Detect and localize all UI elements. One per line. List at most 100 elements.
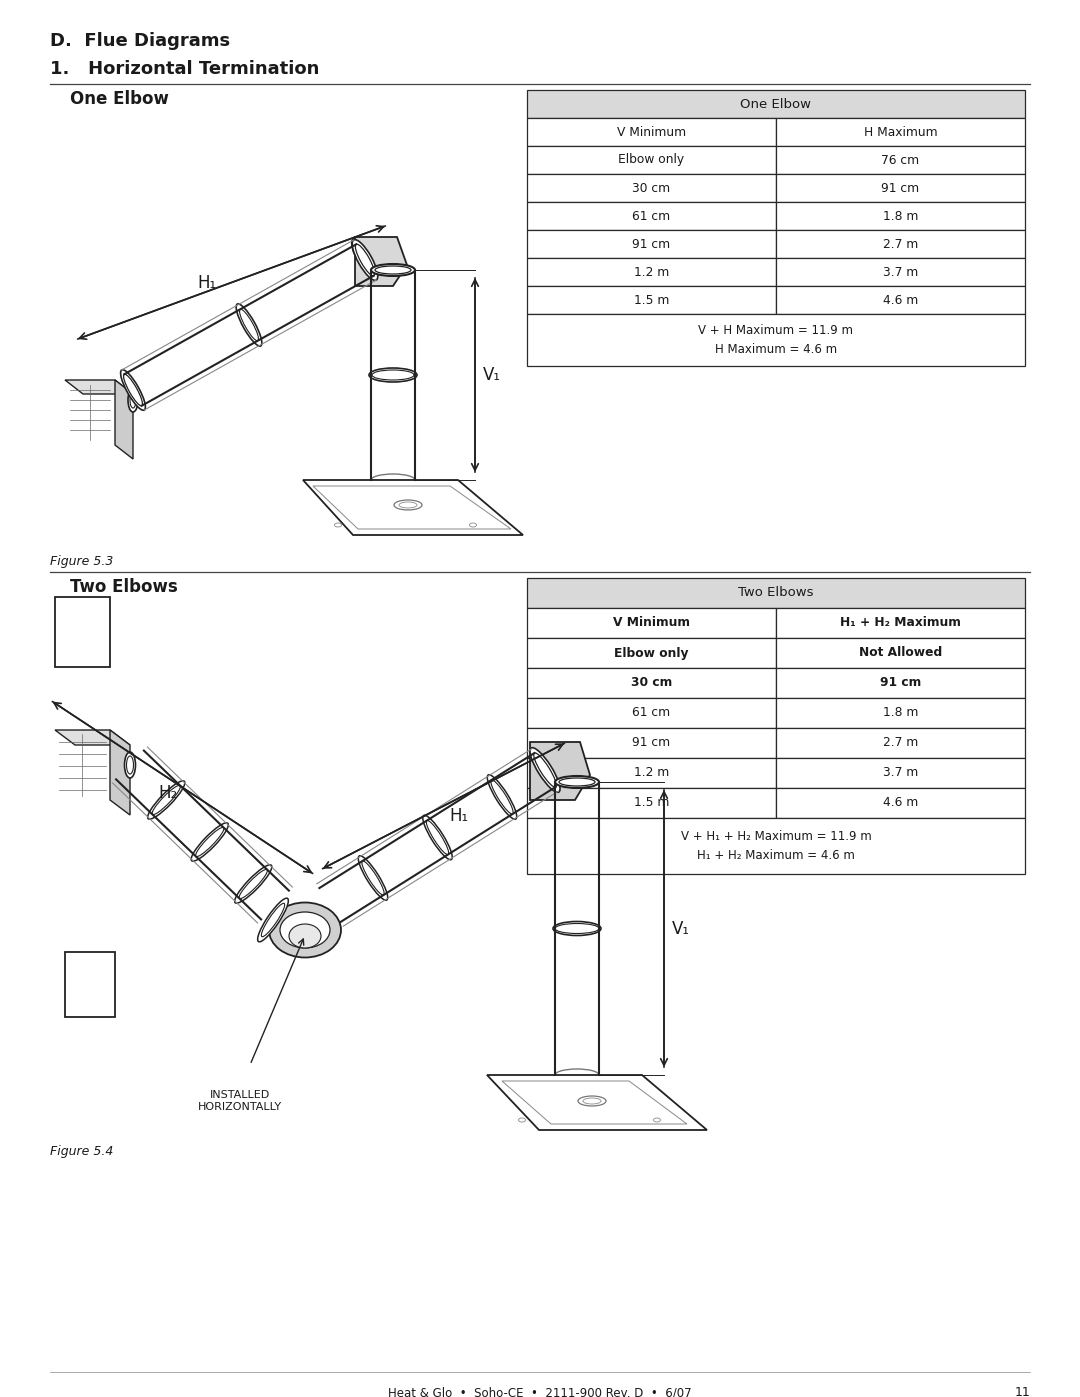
Text: 30 cm: 30 cm — [631, 676, 672, 690]
Text: One Elbow: One Elbow — [741, 98, 811, 110]
Bar — [777, 286, 1025, 314]
Text: H₂: H₂ — [158, 784, 177, 802]
Text: INSTALLED
HORIZONTALLY: INSTALLED HORIZONTALLY — [198, 1090, 282, 1112]
Text: 4.6 m: 4.6 m — [882, 293, 918, 306]
Text: Two Elbows: Two Elbows — [70, 578, 178, 597]
Ellipse shape — [422, 816, 453, 859]
Ellipse shape — [372, 370, 414, 380]
Bar — [527, 286, 777, 314]
Ellipse shape — [126, 756, 134, 774]
Bar — [527, 117, 777, 147]
Ellipse shape — [148, 781, 185, 819]
Text: 4.6 m: 4.6 m — [882, 796, 918, 809]
Text: 61 cm: 61 cm — [633, 210, 671, 222]
Ellipse shape — [553, 922, 600, 936]
Polygon shape — [530, 742, 590, 800]
Bar — [527, 788, 777, 819]
Text: V₁: V₁ — [483, 366, 501, 384]
Bar — [777, 147, 1025, 175]
Bar — [777, 231, 1025, 258]
Ellipse shape — [653, 1118, 661, 1122]
Text: 1.2 m: 1.2 m — [634, 767, 670, 780]
Text: Two Elbows: Two Elbows — [739, 587, 813, 599]
Text: Elbow only: Elbow only — [615, 647, 689, 659]
Bar — [527, 728, 777, 759]
Ellipse shape — [427, 820, 448, 855]
Text: 1.8 m: 1.8 m — [882, 210, 918, 222]
Ellipse shape — [394, 500, 422, 510]
Text: Figure 5.4: Figure 5.4 — [50, 1146, 113, 1158]
Ellipse shape — [372, 474, 415, 486]
Bar — [777, 788, 1025, 819]
Text: 3.7 m: 3.7 m — [882, 767, 918, 780]
Ellipse shape — [399, 502, 417, 509]
Text: H₁ + H₂ Maximum: H₁ + H₂ Maximum — [840, 616, 961, 630]
Ellipse shape — [359, 856, 388, 900]
Text: 3.7 m: 3.7 m — [882, 265, 918, 278]
Ellipse shape — [240, 309, 258, 341]
Bar — [527, 819, 1025, 873]
Polygon shape — [110, 731, 130, 814]
Ellipse shape — [375, 265, 411, 274]
Text: 2.7 m: 2.7 m — [882, 736, 918, 750]
Ellipse shape — [129, 388, 138, 412]
Bar — [777, 698, 1025, 728]
Ellipse shape — [152, 785, 180, 814]
Bar — [777, 728, 1025, 759]
Bar — [777, 117, 1025, 147]
Text: V₁: V₁ — [672, 919, 690, 937]
Ellipse shape — [534, 753, 556, 787]
Text: 1.   Horizontal Termination: 1. Horizontal Termination — [50, 60, 320, 78]
Bar — [527, 759, 777, 788]
Polygon shape — [487, 1076, 707, 1130]
Bar — [777, 258, 1025, 286]
Ellipse shape — [369, 367, 417, 381]
Ellipse shape — [555, 1069, 599, 1081]
Bar — [527, 668, 777, 698]
Text: Elbow only: Elbow only — [619, 154, 685, 166]
Ellipse shape — [258, 898, 288, 942]
Ellipse shape — [280, 912, 330, 949]
Text: Not Allowed: Not Allowed — [859, 647, 942, 659]
Ellipse shape — [124, 752, 135, 778]
Polygon shape — [303, 481, 523, 535]
Ellipse shape — [487, 775, 516, 819]
Bar — [527, 147, 777, 175]
Ellipse shape — [289, 923, 321, 949]
Text: 1.8 m: 1.8 m — [882, 707, 918, 719]
Ellipse shape — [123, 374, 143, 405]
Ellipse shape — [583, 1098, 600, 1104]
Text: V + H₁ + H₂ Maximum = 11.9 m
H₁ + H₂ Maximum = 4.6 m: V + H₁ + H₂ Maximum = 11.9 m H₁ + H₂ Max… — [680, 830, 872, 862]
Ellipse shape — [470, 522, 476, 527]
Ellipse shape — [195, 827, 224, 856]
Bar — [777, 175, 1025, 203]
Ellipse shape — [234, 865, 272, 904]
Text: H₁: H₁ — [449, 807, 468, 826]
Text: 1.5 m: 1.5 m — [634, 293, 670, 306]
Bar — [527, 578, 1025, 608]
Text: 91 cm: 91 cm — [633, 237, 671, 250]
Text: 1.2 m: 1.2 m — [634, 265, 670, 278]
Bar — [777, 638, 1025, 668]
Polygon shape — [65, 951, 114, 1017]
Ellipse shape — [335, 522, 341, 527]
Text: 2.7 m: 2.7 m — [882, 237, 918, 250]
Text: One Elbow: One Elbow — [70, 89, 168, 108]
Text: V Minimum: V Minimum — [617, 126, 686, 138]
Bar — [777, 203, 1025, 231]
Bar — [527, 608, 777, 638]
Polygon shape — [55, 731, 130, 745]
Text: 1.5 m: 1.5 m — [634, 796, 670, 809]
Ellipse shape — [355, 244, 375, 275]
Text: Figure 5.3: Figure 5.3 — [50, 555, 113, 569]
Ellipse shape — [559, 778, 595, 787]
Bar — [527, 231, 777, 258]
Bar — [527, 314, 1025, 366]
Ellipse shape — [121, 370, 146, 411]
Text: 30 cm: 30 cm — [633, 182, 671, 194]
Text: 91 cm: 91 cm — [633, 736, 671, 750]
Ellipse shape — [352, 240, 378, 281]
Ellipse shape — [490, 780, 513, 814]
Ellipse shape — [191, 823, 228, 861]
Bar — [777, 668, 1025, 698]
